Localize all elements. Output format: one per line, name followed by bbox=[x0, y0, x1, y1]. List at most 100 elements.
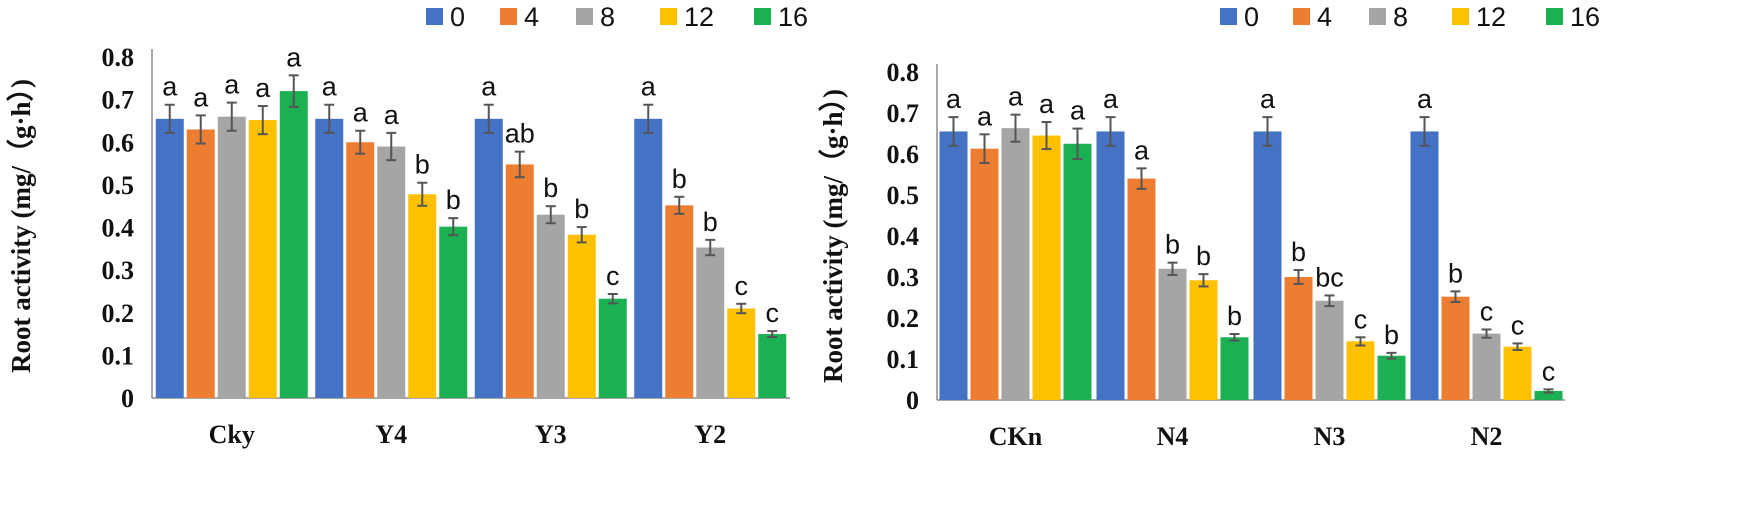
significance-label: a bbox=[1008, 82, 1024, 112]
legend-swatch bbox=[1369, 8, 1386, 25]
legend-label: 12 bbox=[684, 2, 714, 32]
legend-label: 0 bbox=[450, 2, 465, 32]
significance-label: c bbox=[735, 271, 749, 301]
significance-label: a bbox=[481, 72, 497, 102]
bar bbox=[505, 164, 534, 398]
bar bbox=[408, 194, 437, 398]
bar bbox=[970, 148, 999, 400]
y-tick-label: 0.6 bbox=[887, 140, 920, 169]
bar bbox=[186, 129, 215, 398]
chart-1: 0 0.1 0.2 0.3 0.4 0.5 0.6 0.7 0.8 Root activity (… bbox=[6, 2, 808, 449]
significance-label: c bbox=[1542, 356, 1556, 386]
bar bbox=[939, 131, 968, 400]
x-tick-label: N4 bbox=[1157, 422, 1189, 451]
legend-swatch bbox=[1220, 8, 1237, 25]
significance-label: c bbox=[606, 261, 620, 291]
legend-swatch bbox=[1452, 8, 1469, 25]
legend-swatch bbox=[660, 8, 677, 25]
bar bbox=[1346, 341, 1375, 400]
significance-label: c bbox=[1511, 310, 1525, 340]
y-tick-label: 0.7 bbox=[102, 86, 135, 115]
y-tick-label: 0 bbox=[121, 384, 134, 413]
significance-label: b bbox=[1196, 241, 1211, 271]
legend-swatch bbox=[426, 8, 443, 25]
bar bbox=[1410, 131, 1439, 400]
bar bbox=[1189, 280, 1218, 400]
bar bbox=[248, 120, 277, 399]
significance-label: a bbox=[1417, 84, 1433, 114]
y-axis-title: Root activity (mg/（g·h）) bbox=[6, 79, 36, 373]
y-tick-label: 0.4 bbox=[102, 214, 135, 243]
y-tick-label: 0.8 bbox=[102, 43, 135, 72]
legend-swatch bbox=[754, 8, 771, 25]
significance-label: b bbox=[574, 194, 589, 224]
significance-label: b bbox=[672, 164, 687, 194]
significance-label: a bbox=[193, 82, 209, 112]
bar bbox=[536, 214, 565, 398]
y-tick-label: 0.3 bbox=[887, 263, 920, 292]
significance-label: a bbox=[1039, 89, 1055, 119]
bar bbox=[1284, 277, 1313, 400]
y-tick-label: 0.1 bbox=[887, 345, 920, 374]
y-tick-label: 0 bbox=[906, 386, 919, 415]
significance-label: a bbox=[224, 70, 240, 100]
legend-label: 16 bbox=[778, 2, 808, 32]
legend-label: 4 bbox=[524, 2, 539, 32]
significance-label: a bbox=[977, 101, 993, 131]
bar bbox=[1534, 390, 1563, 400]
significance-label: a bbox=[162, 72, 178, 102]
significance-label: a bbox=[384, 100, 400, 130]
legend-label: 8 bbox=[600, 2, 615, 32]
bar bbox=[727, 308, 756, 398]
y-tick-label: 0.1 bbox=[102, 341, 135, 370]
significance-label: b bbox=[1384, 320, 1399, 350]
legend-swatch bbox=[1546, 8, 1563, 25]
bar bbox=[758, 334, 787, 398]
bar bbox=[567, 234, 596, 398]
significance-label: a bbox=[1070, 96, 1086, 126]
y-tick-label: 0.5 bbox=[887, 181, 920, 210]
legend-swatch bbox=[576, 8, 593, 25]
bar bbox=[1315, 300, 1344, 400]
y-tick-label: 0.8 bbox=[887, 58, 920, 87]
bar bbox=[1127, 178, 1156, 400]
x-tick-label: N2 bbox=[1471, 422, 1503, 451]
x-tick-label: Y3 bbox=[535, 420, 567, 449]
x-tick-label: Y2 bbox=[694, 420, 726, 449]
significance-label: a bbox=[1134, 135, 1150, 165]
y-tick-label: 0.2 bbox=[102, 299, 135, 328]
y-tick-label: 0.4 bbox=[887, 222, 920, 251]
significance-label: a bbox=[1260, 84, 1276, 114]
bar bbox=[439, 226, 468, 398]
x-tick-label: N3 bbox=[1314, 422, 1346, 451]
legend-label: 0 bbox=[1244, 2, 1259, 32]
bar bbox=[377, 146, 406, 398]
significance-label: a bbox=[353, 98, 369, 128]
legend-swatch bbox=[1293, 8, 1310, 25]
chart-2: 0 0.1 0.2 0.3 0.4 0.5 0.6 0.7 0.8 Root activity (… bbox=[818, 2, 1600, 451]
y-axis-title: Root activity (mg/（g·h）) bbox=[818, 89, 848, 383]
bar bbox=[1096, 131, 1125, 400]
y-tick-label: 0.3 bbox=[102, 256, 135, 285]
bar bbox=[665, 205, 694, 398]
significance-label: c bbox=[1480, 296, 1494, 326]
bar bbox=[1253, 131, 1282, 400]
significance-label: bc bbox=[1315, 262, 1344, 292]
significance-label: b bbox=[543, 173, 558, 203]
bar bbox=[1001, 128, 1030, 401]
bar bbox=[217, 116, 246, 399]
x-tick-label: Cky bbox=[209, 420, 255, 449]
legend-label: 12 bbox=[1476, 2, 1506, 32]
y-tick-label: 0.7 bbox=[887, 99, 920, 128]
y-tick-label: 0.5 bbox=[102, 171, 135, 200]
bar bbox=[1472, 333, 1501, 400]
bar bbox=[1063, 143, 1092, 400]
bar bbox=[1441, 296, 1470, 400]
significance-label: b bbox=[1448, 258, 1463, 288]
significance-label: a bbox=[1103, 84, 1119, 114]
bar bbox=[634, 118, 663, 399]
bar bbox=[1220, 337, 1249, 400]
significance-label: ab bbox=[505, 119, 535, 149]
significance-label: a bbox=[641, 72, 657, 102]
